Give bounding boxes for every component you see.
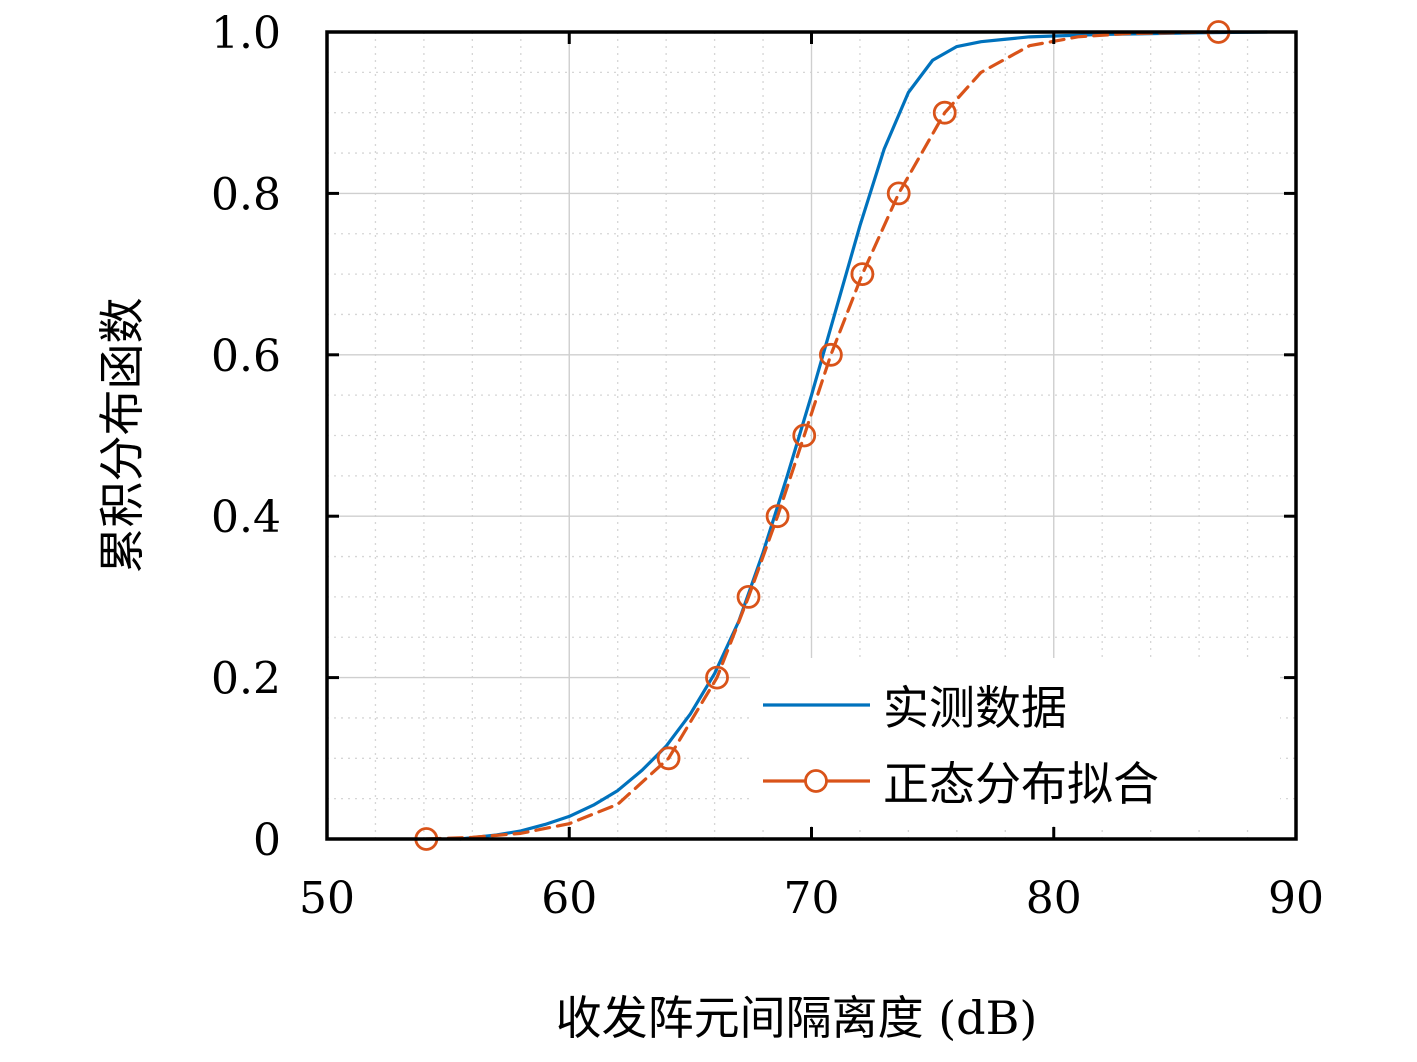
data-point-marker	[656, 746, 681, 771]
data-point-marker	[932, 100, 957, 125]
x-axis-title: 收发阵元间隔离度 (dB)	[556, 991, 1038, 1045]
legend-box	[750, 658, 1280, 826]
data-point-marker	[705, 665, 729, 690]
y-tick-label: 0.4	[211, 492, 281, 543]
data-point-marker	[850, 262, 875, 287]
series-line-0	[458, 30, 1269, 841]
series-line-1	[424, 30, 1221, 841]
data-point-marker	[818, 342, 843, 367]
x-tick-label: 80	[1026, 873, 1082, 924]
y-axis-title: 累积分布函数	[95, 298, 149, 574]
data-point-marker	[886, 181, 911, 206]
legend-marker-normal-fit	[804, 769, 828, 793]
data-point-marker	[736, 585, 761, 609]
legend-label-measured: 实测数据	[883, 681, 1067, 735]
data-point-marker	[792, 423, 817, 448]
y-tick-label: 0.6	[211, 331, 281, 382]
legend: 实测数据 正态分布拟合	[750, 658, 1280, 826]
y-tick-label: 0	[253, 815, 281, 866]
y-tick-label: 0.2	[211, 654, 281, 705]
y-tick-label: 1.0	[211, 8, 281, 59]
y-tick-label: 0.8	[211, 169, 281, 220]
x-tick-label: 50	[299, 873, 355, 924]
x-tick-label: 60	[541, 873, 597, 924]
legend-label-normal-fit: 正态分布拟合	[883, 757, 1159, 811]
x-tick-label: 70	[784, 873, 840, 924]
data-point-marker	[765, 504, 790, 529]
ticks: 50 60 70 80 90 0 0.2 0.4 0.6 0.8 1.0	[211, 8, 1324, 924]
x-tick-label: 90	[1268, 873, 1324, 924]
